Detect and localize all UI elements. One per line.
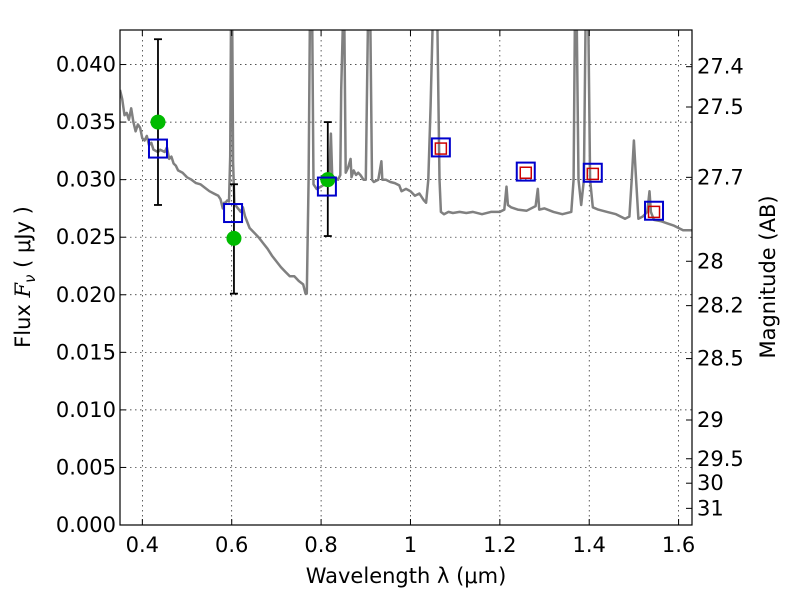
model-marker-blue [515,161,536,182]
x-tick-label: 0.4 [126,533,159,557]
y2-tick-label: 27.7 [697,165,744,189]
y2-tick-label: 29.5 [697,447,744,471]
data-layer [120,30,692,295]
model-marker-red [586,167,600,181]
y2-tick-label: 28 [697,249,724,273]
y-tick-label: 0.015 [56,340,116,364]
model-marker-blue [582,162,603,183]
y2-tick-label: 29 [697,408,724,432]
model-marker-red [647,205,661,219]
y-axis-label-prefix: Flux [11,298,35,348]
x-tick-label: 1.2 [483,533,516,557]
observed-point [226,230,242,246]
observed-point [320,172,336,188]
x-axis-label: Wavelength λ (μm) [306,564,507,588]
y-tick-label: 0.040 [56,53,116,77]
y-tick-label: 0.000 [56,513,116,537]
axis-ticks [120,30,692,526]
x-tick-label: 1 [404,533,417,557]
y-tick-label: 0.010 [56,398,116,422]
y2-axis-label: Magnitude (AB) [756,195,780,358]
y2-tick-label: 28.5 [697,347,744,371]
y-axis-label-suffix: ( μJy ) [11,206,35,274]
model-marker-blue [147,138,168,159]
observed-point [150,114,166,130]
x-tick-label: 1.6 [662,533,695,557]
spectrum-line [120,30,692,295]
y2-tick-label: 31 [697,496,724,520]
model-marker-blue [223,203,244,224]
y2-tick-label: 28.2 [697,294,744,318]
y-tick-label: 0.025 [56,225,116,249]
tick-labels: 0.4 0.6 0.8 1 1.2 1.4 1.6 0.000 0.005 0.010 0.015 0… [56,53,744,557]
x-tick-label: 0.6 [215,533,248,557]
x-tick-label: 0.8 [304,533,337,557]
model-marker-red [434,142,448,155]
model-marker-blue [316,176,337,197]
y-tick-label: 0.005 [56,455,116,479]
y-tick-label: 0.030 [56,168,116,192]
model-marker-red [519,166,533,179]
x-tick-label: 1.4 [573,533,606,557]
y-axis-label-symbol: F [11,282,35,299]
y-axis-label-subscript: ν [21,275,39,283]
y-tick-label: 0.035 [56,110,116,134]
y-tick-label: 0.020 [56,283,116,307]
y2-tick-label: 30 [697,471,724,495]
y2-tick-label: 27.5 [697,95,744,119]
y-axis-label: Flux Fν ( μJy ) [11,206,39,348]
plot-frame [119,29,693,526]
y2-tick-label: 27.4 [697,55,744,79]
model-marker-blue [430,137,451,158]
model-marker-blue [644,200,665,221]
